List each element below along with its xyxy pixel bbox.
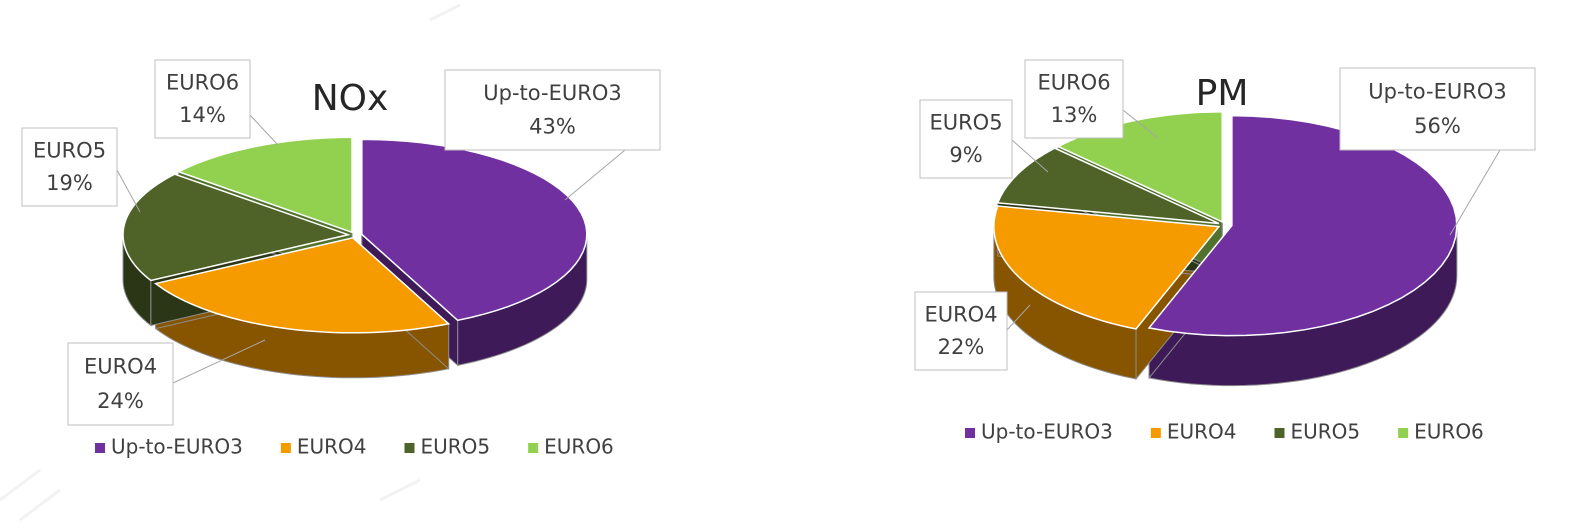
legend-marker [95,443,105,453]
legend-marker [1398,428,1409,438]
slice [122,173,351,282]
slice [176,136,353,234]
leader-line [1006,304,1031,331]
data-label-category: Up-to-EURO3 [1368,80,1506,104]
chart-title: NOx [312,78,389,119]
data-label: 56% [1414,114,1461,138]
legend-marker [1274,428,1285,438]
leader-line [1449,149,1501,236]
label-box [67,342,174,426]
legend-label: Up-to-EURO3 [981,420,1113,444]
data-label-category: EURO5 [33,138,106,162]
leader-line [249,114,279,146]
label-box [919,99,1013,179]
legend-marker [404,443,415,453]
legend-marker [965,428,975,438]
data-label-category: Up-to-EURO3 [483,81,621,105]
data-label: 13% [1051,103,1098,127]
data-label: 9% [949,143,982,167]
data-label-category: EURO4 [924,302,997,326]
pie-chart: NOx Up-to-EURO3 43% EURO4 24% EURO5 19% EURO6 14… [21,59,661,459]
legend-label: EURO6 [544,435,614,459]
legend-marker [280,443,291,453]
data-label: 14% [179,103,226,127]
label-box [444,69,661,151]
slice [996,147,1220,225]
slice [153,236,451,334]
label-box [21,127,118,207]
legend-marker [528,443,539,453]
data-label-category: EURO5 [929,110,1002,134]
leader-line [116,169,141,213]
label-box [914,291,1008,371]
background-stripes [0,3,461,522]
label-box [1024,59,1124,139]
data-label: 22% [938,335,985,359]
legend-label: EURO5 [1291,420,1361,444]
leader-line [564,149,626,201]
leader-line [172,339,266,384]
legend-label: EURO6 [1414,420,1484,444]
data-label-category: EURO4 [84,355,157,379]
data-label-category: EURO6 [1037,70,1110,94]
chart-title: PM [1196,73,1249,114]
label-box [154,59,251,139]
data-label: 19% [46,171,93,195]
pie-chart: PM Up-to-EURO3 56% EURO4 22% EURO5 9% EURO6 13% U… [914,59,1536,444]
data-label: 43% [529,115,576,139]
legend-label: EURO4 [1167,420,1237,444]
data-label: 24% [97,389,144,413]
legend-label: Up-to-EURO3 [111,435,243,459]
leader-line [1122,109,1159,139]
slice [993,205,1221,330]
legend-label: EURO5 [421,435,491,459]
legend-label: EURO4 [297,435,367,459]
label-box [1339,67,1536,151]
legend-marker [1150,428,1161,438]
leader-line [1011,139,1049,173]
data-label-category: EURO6 [166,70,239,94]
